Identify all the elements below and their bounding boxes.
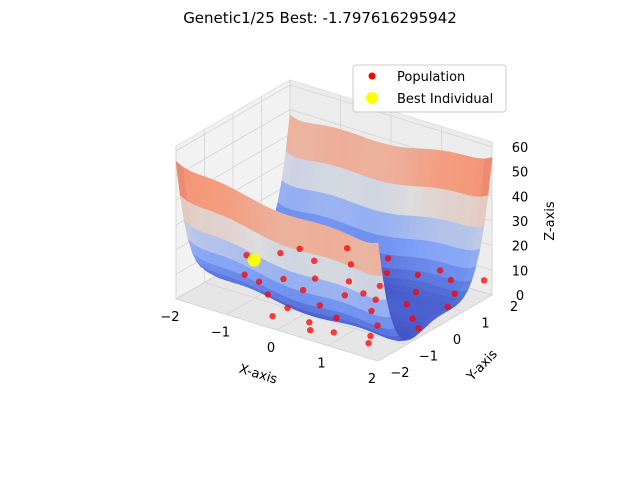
population-point — [269, 313, 276, 320]
population-point — [280, 275, 287, 283]
z-tick-label: 40 — [512, 190, 529, 205]
surface-plot — [175, 114, 493, 342]
y-tick-label: 0 — [453, 333, 461, 348]
x-axis-label: X-axis — [237, 362, 279, 388]
z-tick-label: 50 — [512, 166, 529, 181]
population-point — [414, 271, 421, 279]
population-point — [264, 291, 272, 298]
population-point — [299, 286, 307, 294]
surface-facet — [370, 242, 383, 276]
legend-best-marker — [366, 92, 378, 104]
z-tick-label: 10 — [512, 264, 529, 279]
x-tick-label: 2 — [368, 372, 376, 387]
population-point — [372, 296, 379, 303]
population-point — [277, 249, 284, 257]
z-tick-label: 0 — [516, 289, 524, 304]
population-point — [333, 314, 340, 322]
population-point — [374, 322, 381, 329]
legend: Population Best Individual — [352, 64, 507, 113]
population-point — [316, 302, 323, 309]
population-point — [436, 267, 444, 274]
y-tick-label: 1 — [481, 317, 489, 332]
legend-population-marker — [368, 72, 376, 80]
population-point — [296, 245, 303, 252]
population-point — [412, 288, 420, 296]
population-point — [284, 304, 291, 312]
y-axis-label: Y-axis — [463, 347, 500, 385]
population-point — [480, 277, 488, 284]
population-point — [341, 292, 348, 299]
population-point — [447, 276, 455, 284]
population-point — [367, 332, 374, 340]
population-point — [444, 303, 451, 310]
best-individual-point — [247, 253, 261, 267]
population-point — [343, 245, 351, 252]
population-point — [311, 257, 318, 264]
y-tick-label: −1 — [419, 350, 438, 365]
population-point — [330, 329, 337, 336]
population-point — [243, 252, 250, 259]
x-tick-label: −1 — [211, 326, 230, 341]
x-tick-label: 1 — [317, 357, 325, 372]
population-point — [376, 282, 383, 290]
population-point — [365, 340, 372, 347]
y-tick-label: −2 — [390, 366, 409, 381]
z-axis-label: Z-axis — [543, 201, 558, 241]
population-point — [345, 278, 353, 285]
population-point — [255, 278, 263, 285]
population-point — [307, 327, 314, 334]
population-point — [311, 275, 319, 282]
population-point — [241, 271, 248, 278]
population-point — [384, 255, 392, 262]
z-tick-label: 30 — [512, 215, 529, 230]
legend-population-label: Population — [397, 70, 465, 85]
population-point — [415, 324, 422, 332]
population-point — [368, 307, 375, 315]
y-tick-label: 2 — [510, 300, 518, 315]
population-point — [360, 290, 367, 297]
legend-box — [352, 64, 507, 113]
z-tick-label: 60 — [512, 141, 529, 156]
z-tick-label: 20 — [512, 240, 529, 255]
population-point — [451, 290, 458, 297]
x-tick-label: −2 — [160, 310, 179, 325]
population-point — [383, 269, 391, 277]
population-point — [306, 319, 313, 326]
scatter-points — [241, 245, 488, 347]
population-point — [403, 301, 410, 308]
legend-best-label: Best Individual — [397, 92, 493, 107]
population-point — [347, 261, 355, 268]
population-point — [409, 315, 416, 322]
chart-title: Genetic1/25 Best: -1.797616295942 — [183, 9, 457, 27]
x-tick-label: 0 — [267, 341, 275, 356]
grid-line-z — [175, 84, 493, 152]
